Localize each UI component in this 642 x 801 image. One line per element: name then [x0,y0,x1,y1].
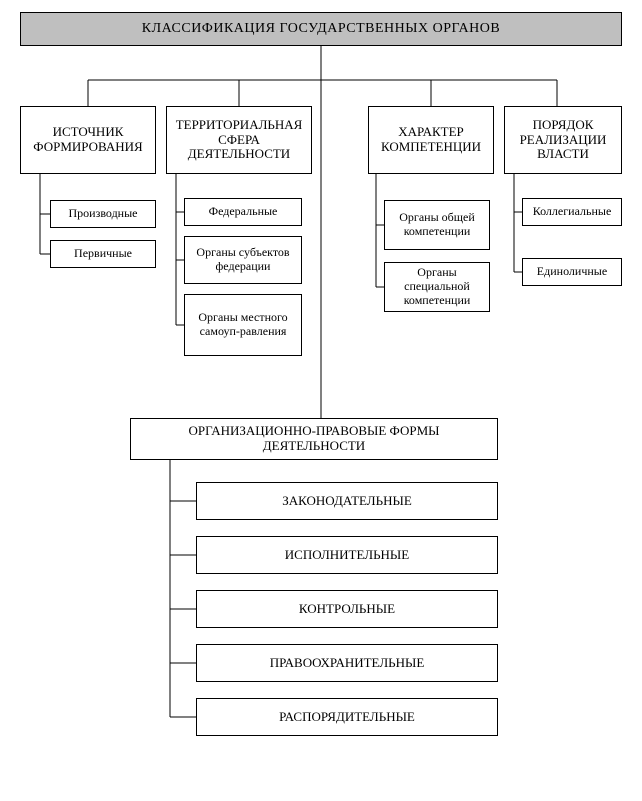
sub-collegial: Коллегиальные [522,198,622,226]
sub-special-competence: Органы специальной компетенции [384,262,490,312]
forms-title: ОРГАНИЗАЦИОННО-ПРАВОВЫЕ ФОРМЫ ДЕЯТЕЛЬНОС… [130,418,498,460]
form-law-enforcement: ПРАВООХРАНИТЕЛЬНЫЕ [196,644,498,682]
form-legislative: ЗАКОНОДАТЕЛЬНЫЕ [196,482,498,520]
sub-federation-subjects: Органы субъектов федерации [184,236,302,284]
sub-primary: Первичные [50,240,156,268]
category-power-realization: ПОРЯДОК РЕАЛИЗАЦИИ ВЛАСТИ [504,106,622,174]
form-executive: ИСПОЛНИТЕЛЬНЫЕ [196,536,498,574]
sub-derived: Производные [50,200,156,228]
sub-local-self-gov: Органы местного самоуп-равления [184,294,302,356]
category-territorial-scope: ТЕРРИТОРИАЛЬНАЯ СФЕРА ДЕЯТЕЛЬНОСТИ [166,106,312,174]
diagram-title: КЛАССИФИКАЦИЯ ГОСУДАРСТВЕННЫХ ОРГАНОВ [20,12,622,46]
sub-individual: Единоличные [522,258,622,286]
category-competence-nature: ХАРАКТЕР КОМПЕТЕНЦИИ [368,106,494,174]
sub-federal: Федеральные [184,198,302,226]
form-control: КОНТРОЛЬНЫЕ [196,590,498,628]
sub-general-competence: Органы общей компетенции [384,200,490,250]
form-administrative: РАСПОРЯДИТЕЛЬНЫЕ [196,698,498,736]
category-source-formation: ИСТОЧНИК ФОРМИРОВАНИЯ [20,106,156,174]
